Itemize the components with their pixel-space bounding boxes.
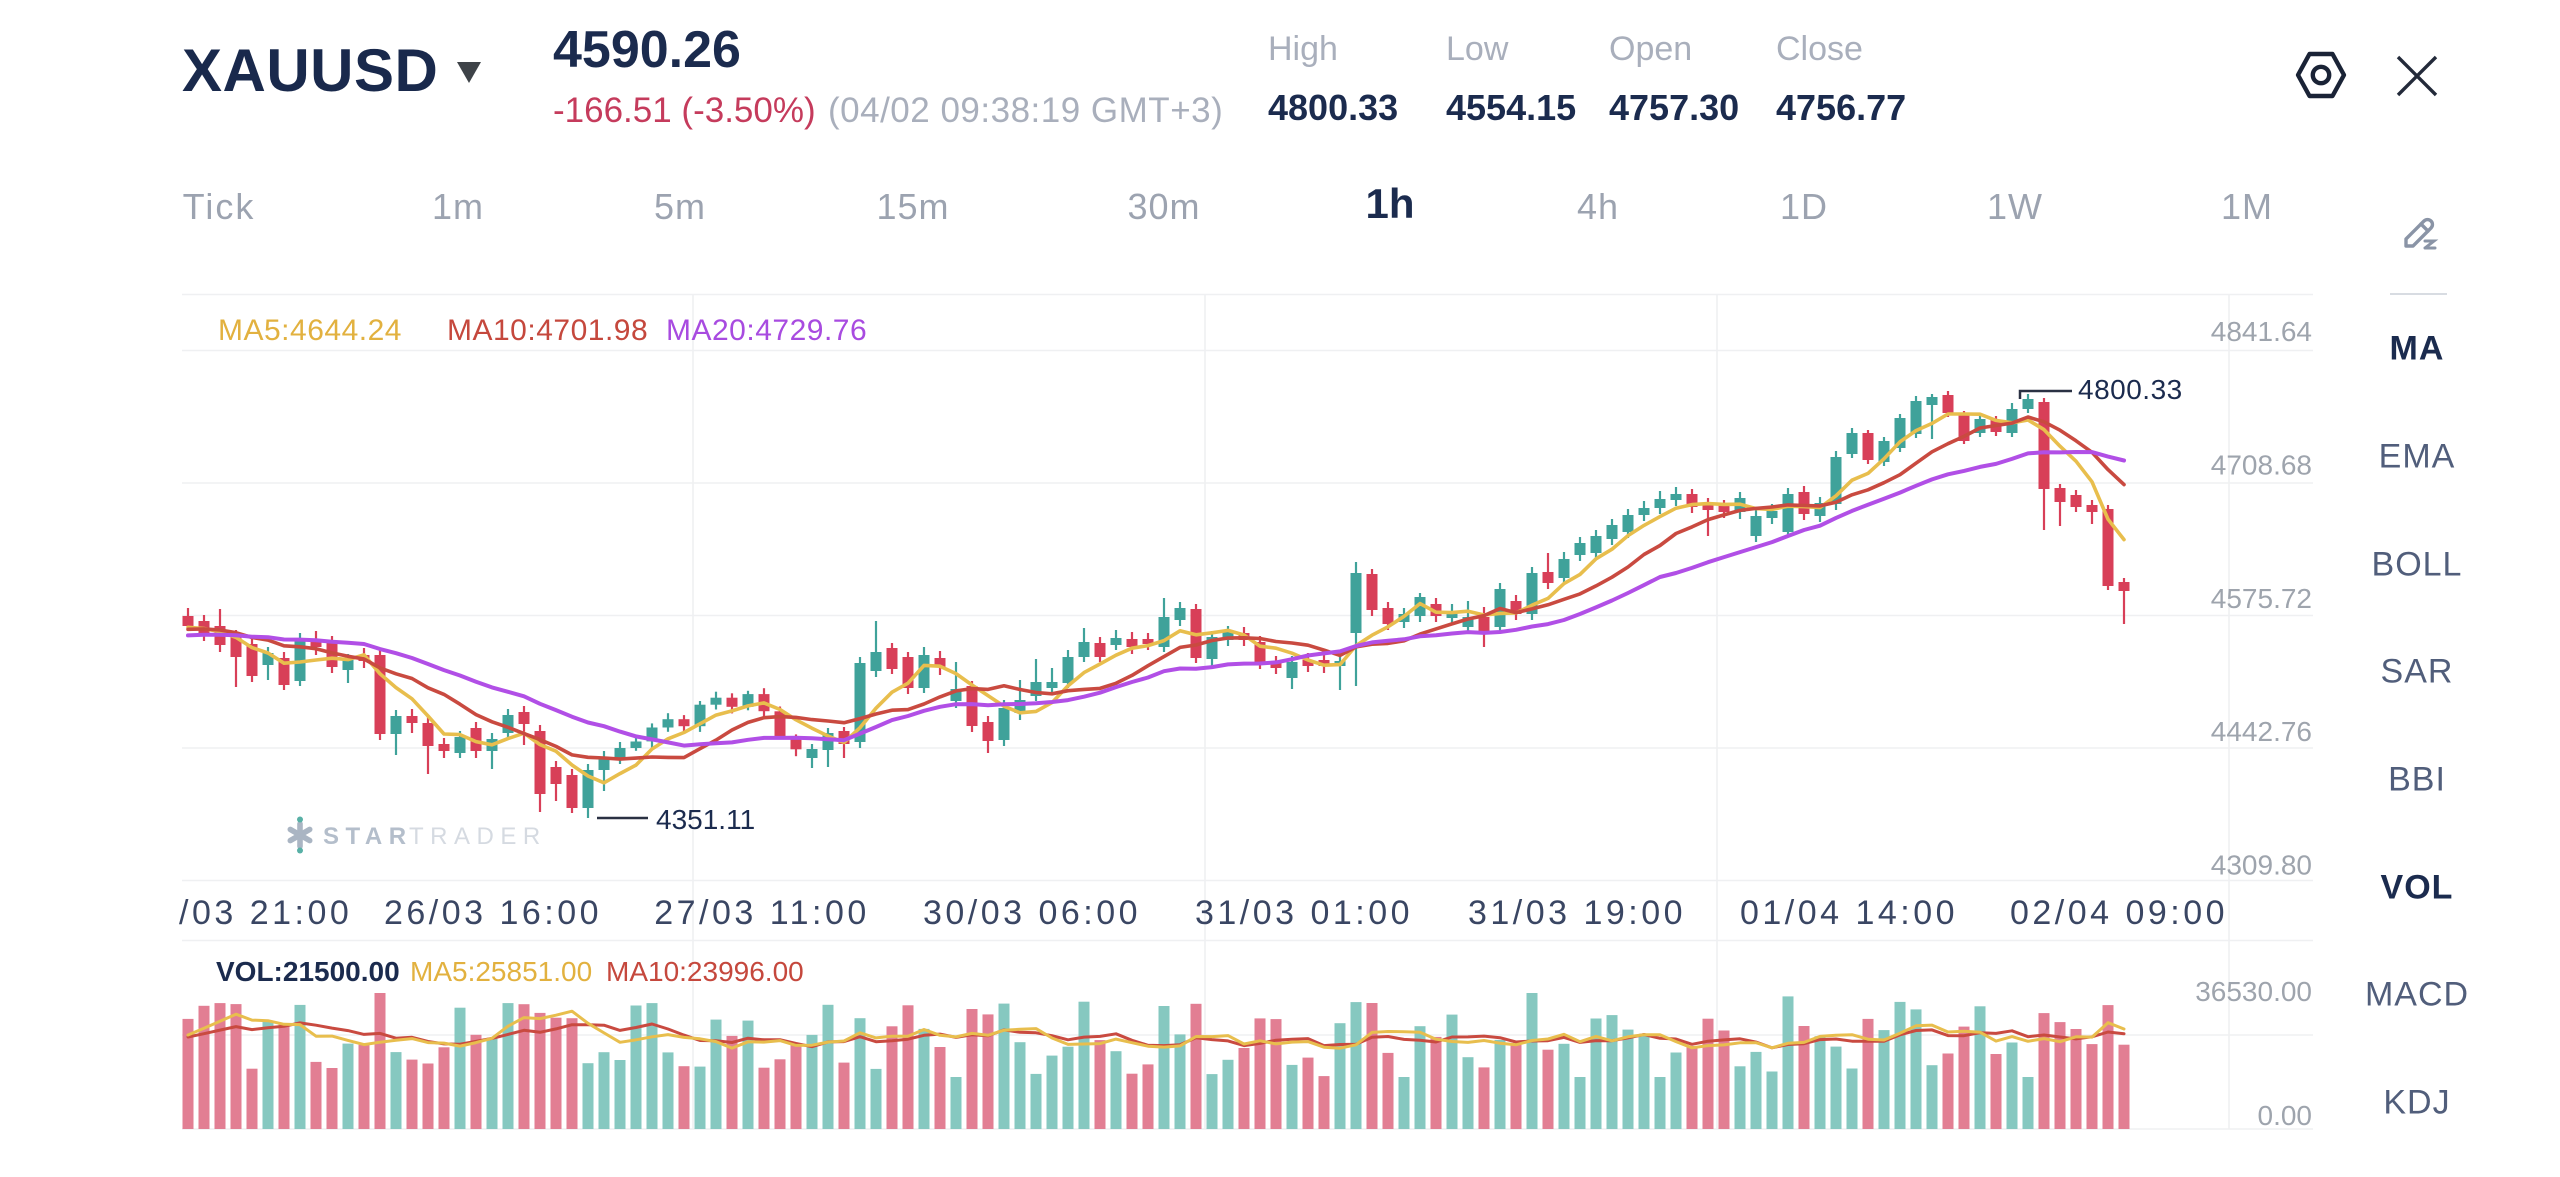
svg-text:27/03 11:00: 27/03 11:00	[654, 894, 870, 932]
svg-text:31/03 19:00: 31/03 19:00	[1468, 894, 1686, 932]
svg-text:4309.80: 4309.80	[2211, 850, 2312, 881]
svg-text:MA10:4701.98: MA10:4701.98	[447, 314, 648, 347]
svg-text:31/03 01:00: 31/03 01:00	[1195, 894, 1413, 932]
svg-text:4800.33: 4800.33	[2078, 374, 2183, 405]
svg-text:VOL:21500.00: VOL:21500.00	[216, 956, 400, 987]
svg-text:TRADER: TRADER	[409, 823, 547, 850]
svg-text:01/04 14:00: 01/04 14:00	[1740, 894, 1958, 932]
svg-text:MA5:4644.24: MA5:4644.24	[218, 314, 402, 347]
svg-text:36530.00: 36530.00	[2195, 976, 2312, 1007]
svg-text:02/04 09:00: 02/04 09:00	[2010, 894, 2228, 932]
svg-text:4351.11: 4351.11	[656, 804, 755, 835]
svg-text:4841.64: 4841.64	[2211, 316, 2312, 347]
svg-text:4575.72: 4575.72	[2211, 583, 2312, 614]
svg-text:26/03 16:00: 26/03 16:00	[384, 894, 602, 932]
svg-text:4708.68: 4708.68	[2211, 450, 2312, 481]
svg-text:4442.76: 4442.76	[2211, 716, 2312, 747]
svg-text:MA10:23996.00: MA10:23996.00	[606, 956, 804, 987]
svg-text:/03 21:00: /03 21:00	[179, 894, 352, 932]
svg-text:30/03 06:00: 30/03 06:00	[923, 894, 1141, 932]
svg-text:STAR: STAR	[323, 823, 413, 850]
svg-text:MA20:4729.76: MA20:4729.76	[666, 314, 867, 347]
svg-text:MA5:25851.00: MA5:25851.00	[410, 956, 592, 987]
svg-text:0.00: 0.00	[2258, 1100, 2313, 1131]
